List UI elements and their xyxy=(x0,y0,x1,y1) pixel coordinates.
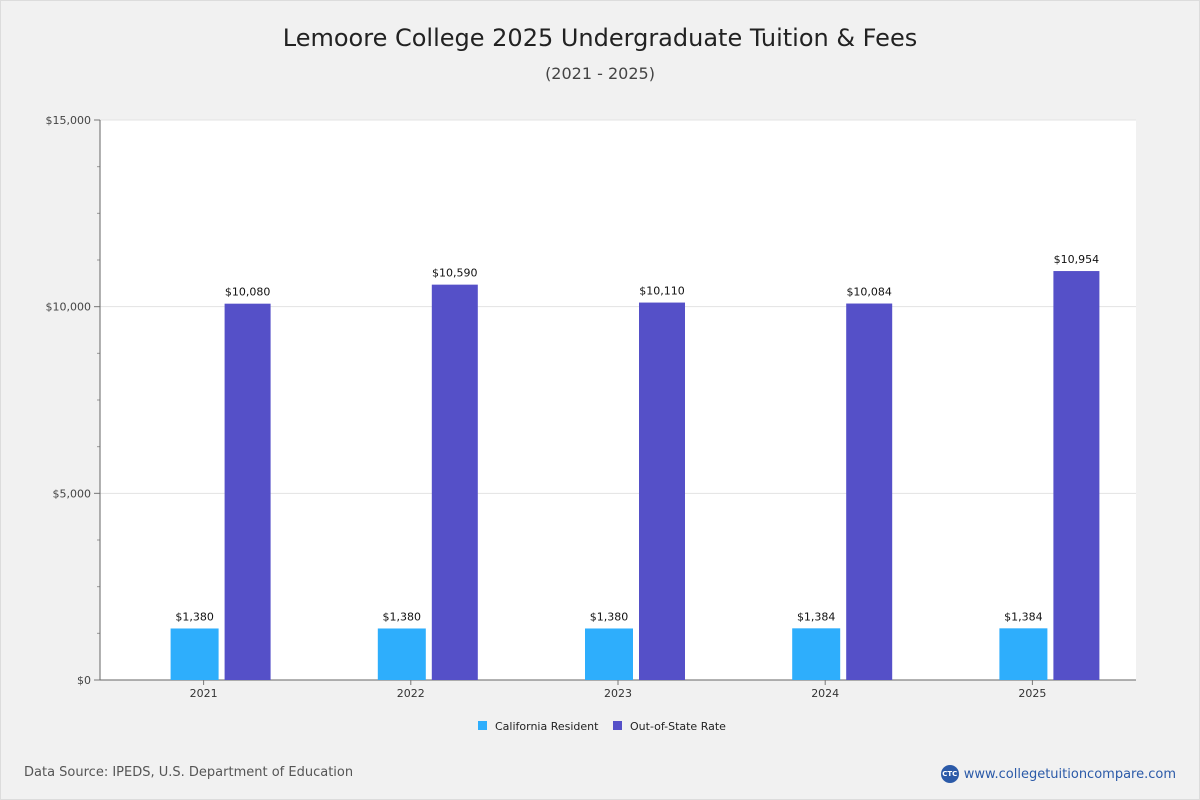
x-tick-label: 2021 xyxy=(190,687,218,700)
data-label: $10,590 xyxy=(432,267,478,280)
bar-out-of-state-2022 xyxy=(431,284,478,680)
x-tick-label: 2022 xyxy=(397,687,425,700)
data-label: $1,384 xyxy=(1004,610,1043,623)
data-label: $1,380 xyxy=(590,610,629,623)
bar-california-resident-2023 xyxy=(585,628,633,680)
data-label: $10,084 xyxy=(846,286,892,299)
x-tick-label: 2024 xyxy=(811,687,839,700)
data-label: $10,954 xyxy=(1054,253,1100,266)
data-label: $1,380 xyxy=(175,610,214,623)
bar-california-resident-2025 xyxy=(999,628,1048,680)
y-tick-label: $15,000 xyxy=(46,114,92,127)
legend-out-of-state-swatch xyxy=(613,721,622,730)
x-tick-label: 2023 xyxy=(604,687,632,700)
brand-url: www.collegetuitioncompare.com xyxy=(963,766,1176,782)
bar-out-of-state-2023 xyxy=(639,302,685,680)
chart-subtitle: (2021 - 2025) xyxy=(545,64,655,83)
data-source: Data Source: IPEDS, U.S. Department of E… xyxy=(24,765,354,780)
bar-out-of-state-2021 xyxy=(224,303,271,680)
y-tick-label: $0 xyxy=(77,674,91,687)
data-label: $1,384 xyxy=(797,610,836,623)
bar-california-resident-2022 xyxy=(377,628,426,680)
legend-out-of-state-label: Out-of-State Rate xyxy=(630,720,726,733)
data-label: $10,110 xyxy=(639,285,685,298)
plot-area xyxy=(100,120,1136,680)
legend-california-resident-swatch xyxy=(478,721,487,730)
bar-california-resident-2024 xyxy=(792,628,841,680)
y-tick-label: $10,000 xyxy=(46,301,92,314)
data-label: $10,080 xyxy=(225,286,271,299)
brand-link[interactable]: CTC www.collegetuitioncompare.com xyxy=(940,763,1176,785)
bar-out-of-state-2025 xyxy=(1053,271,1100,680)
legend-california-resident-label: California Resident xyxy=(495,720,599,733)
bar-out-of-state-2024 xyxy=(846,303,893,680)
bar-california-resident-2021 xyxy=(170,628,219,680)
y-tick-label: $5,000 xyxy=(53,487,92,500)
x-tick-label: 2025 xyxy=(1018,687,1046,700)
chart-title: Lemoore College 2025 Undergraduate Tuiti… xyxy=(282,24,918,52)
data-label: $1,380 xyxy=(383,610,422,623)
brand-logo-icon: CTC xyxy=(940,765,959,783)
